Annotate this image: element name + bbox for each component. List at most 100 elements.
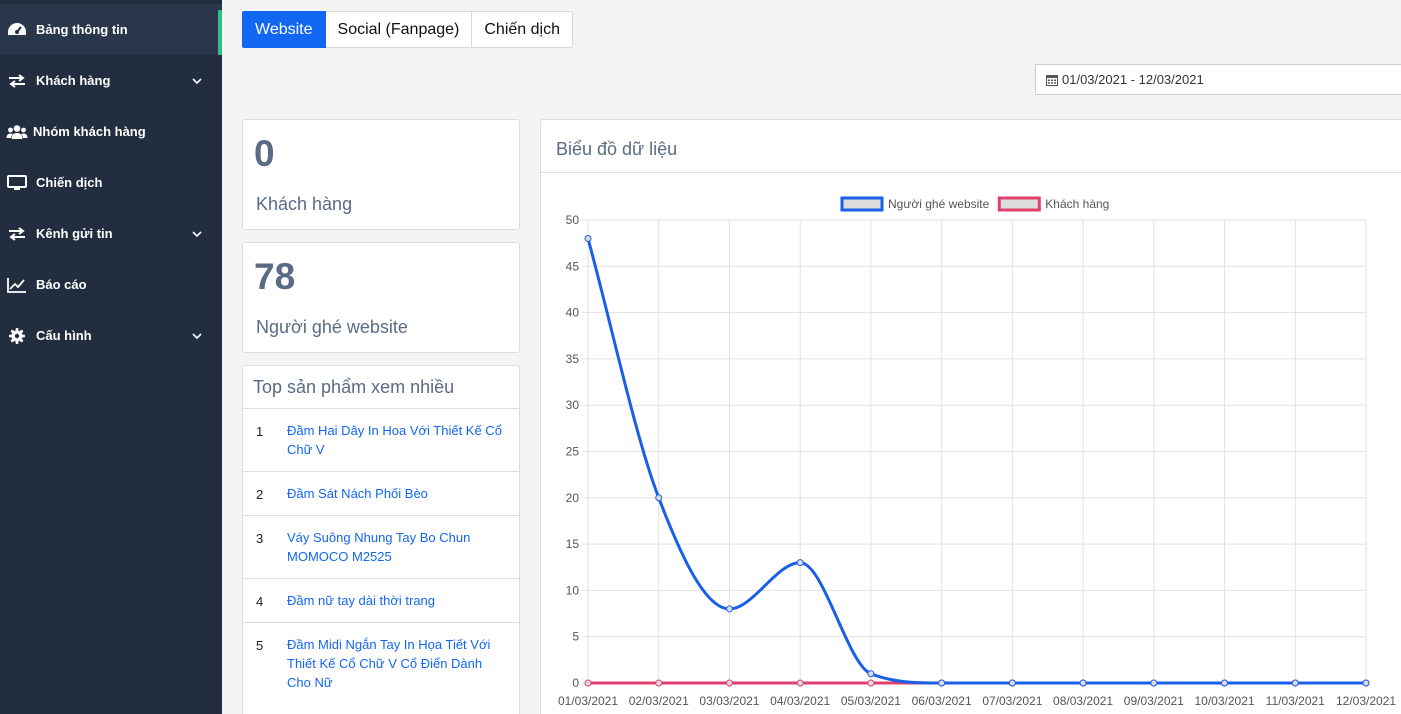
rank-number: 2 <box>256 487 264 502</box>
data-point <box>796 679 804 687</box>
x-tick-label: 12/03/2021 <box>1336 694 1396 708</box>
sidebar-item-channels[interactable]: Kênh gửi tin <box>0 208 222 259</box>
monitor-icon <box>6 173 28 193</box>
calendar-icon <box>1046 74 1058 86</box>
x-tick-label: 01/03/2021 <box>558 694 618 708</box>
x-tick-label: 10/03/2021 <box>1195 694 1255 708</box>
sidebar-item-label: Kênh gửi tin <box>36 226 113 241</box>
data-point <box>655 494 663 502</box>
stat-card-visitors: 78 Người ghé website <box>242 242 520 353</box>
y-tick-label: 50 <box>566 213 580 227</box>
data-point <box>867 679 875 687</box>
sidebar-item-label: Báo cáo <box>36 277 87 292</box>
sidebar-item-reports[interactable]: Báo cáo <box>0 259 222 310</box>
stat-card-customers: 0 Khách hàng <box>242 119 520 230</box>
tab-label: Social (Fanpage) <box>337 20 460 38</box>
product-link[interactable]: Váy Suông Nhung Tay Bo Chun MOMOCO M2525 <box>287 530 471 564</box>
data-point <box>1150 679 1158 687</box>
sidebar-item-label: Chiến dịch <box>36 175 103 190</box>
stat-value: 78 <box>254 256 296 297</box>
series-line <box>586 238 1366 685</box>
rank-number: 3 <box>256 531 264 546</box>
rank-number: 1 <box>256 424 264 439</box>
stat-label: Người ghé website <box>256 317 408 337</box>
sidebar-item-label: Khách hàng <box>36 73 111 88</box>
exchange-icon <box>6 71 28 91</box>
x-tick-label: 02/03/2021 <box>629 694 689 708</box>
sidebar-item-label: Nhóm khách hàng <box>33 124 146 139</box>
x-tick-label: 09/03/2021 <box>1124 694 1184 708</box>
rank-number: 5 <box>256 638 264 653</box>
x-tick-label: 06/03/2021 <box>912 694 972 708</box>
sidebar-item-label: Bảng thông tin <box>36 22 128 37</box>
stat-label: Khách hàng <box>256 194 353 214</box>
legend-swatch <box>997 196 1041 212</box>
divider <box>541 172 1401 173</box>
sidebar-item-customers[interactable]: Khách hàng <box>0 55 222 106</box>
y-tick-label: 0 <box>572 676 579 690</box>
sidebar-item-label: Cấu hình <box>36 328 92 343</box>
rank-number: 4 <box>256 594 264 609</box>
list-item: 1 Đầm Hai Dây In Hoa Với Thiết Kế Cổ Chữ… <box>243 408 519 471</box>
chart-panel: Biểu đồ dữ liệu 0 5 10 15 20 25 30 35 40 45 50 01/0… <box>540 119 1401 714</box>
product-link[interactable]: Đầm Hai Dây In Hoa Với Thiết Kế Cổ Chữ V <box>287 423 502 457</box>
sidebar-item-campaigns[interactable]: Chiến dịch <box>0 157 222 208</box>
list-item: 2 Đầm Sát Nách Phối Bèo <box>243 471 519 515</box>
tab-label: Website <box>255 20 313 38</box>
y-tick-label: 20 <box>566 491 580 505</box>
data-point <box>725 605 733 613</box>
sidebar: Bảng thông tin Khách hàng Nhóm khách hàn… <box>0 0 222 714</box>
x-tick-label: 11/03/2021 <box>1266 694 1325 708</box>
y-tick-label: 5 <box>572 630 579 644</box>
x-tick-label: 03/03/2021 <box>699 694 759 708</box>
tab-social-fanpage[interactable]: Social (Fanpage) <box>325 11 473 48</box>
x-tick-label: 04/03/2021 <box>770 694 830 708</box>
legend-label: Khách hàng <box>1045 197 1109 211</box>
chevron-down-icon <box>190 74 204 88</box>
product-link[interactable]: Đầm nữ tay dài thời trang <box>287 593 436 608</box>
tab-website[interactable]: Website <box>242 11 326 48</box>
chart-title: Biểu đồ dữ liệu <box>556 139 678 159</box>
line-chart: 0 5 10 15 20 25 30 35 40 45 50 01/03/2021 02/03/2021… <box>558 196 1396 708</box>
panel-title: Top sản phẩm xem nhiều <box>253 377 455 397</box>
data-point <box>725 679 733 687</box>
users-icon <box>6 122 28 142</box>
x-tick-label: 05/03/2021 <box>841 694 901 708</box>
dashboard-icon <box>6 20 28 40</box>
product-link[interactable]: Đầm Sát Nách Phối Bèo <box>287 486 428 501</box>
chevron-down-icon <box>190 329 204 343</box>
y-tick-label: 25 <box>566 445 580 459</box>
date-range-value: 01/03/2021 - 12/03/2021 <box>1062 72 1204 87</box>
legend-label: Người ghé website <box>888 197 990 211</box>
y-tick-label: 35 <box>566 352 580 366</box>
tab-campaigns[interactable]: Chiến dịch <box>472 11 573 48</box>
data-point <box>1008 679 1016 687</box>
date-range-picker[interactable]: 01/03/2021 - 12/03/2021 <box>1035 64 1401 95</box>
data-point <box>584 235 592 243</box>
sidebar-item-settings[interactable]: Cấu hình <box>0 310 222 361</box>
x-tick-label: 08/03/2021 <box>1053 694 1113 708</box>
stat-value: 0 <box>254 133 275 174</box>
sidebar-item-customer-groups[interactable]: Nhóm khách hàng <box>0 106 222 157</box>
data-point <box>1079 679 1087 687</box>
x-tick-label: 07/03/2021 <box>982 694 1042 708</box>
data-point <box>796 559 804 567</box>
data-point <box>867 670 875 678</box>
list-item: 5 Đầm Midi Ngắn Tay In Họa Tiết Với Thiế… <box>243 622 519 714</box>
line-chart-icon <box>6 275 28 295</box>
list-item: 4 Đầm nữ tay dài thời trang <box>243 578 519 622</box>
data-point <box>584 679 592 687</box>
source-tabs: Website Social (Fanpage) Chiến dịch <box>242 11 573 48</box>
data-point <box>1362 679 1370 687</box>
y-tick-label: 10 <box>566 583 580 597</box>
sidebar-item-dashboard[interactable]: Bảng thông tin <box>0 4 222 55</box>
product-link[interactable]: Đầm Midi Ngắn Tay In Họa Tiết Với Thiết … <box>287 637 491 690</box>
data-point <box>1221 679 1229 687</box>
data-point <box>655 679 663 687</box>
exchange-icon <box>6 224 28 244</box>
tab-label: Chiến dịch <box>484 20 560 38</box>
y-tick-label: 15 <box>566 537 580 551</box>
y-tick-label: 30 <box>566 398 580 412</box>
y-tick-label: 45 <box>566 259 580 273</box>
data-point <box>1291 679 1299 687</box>
